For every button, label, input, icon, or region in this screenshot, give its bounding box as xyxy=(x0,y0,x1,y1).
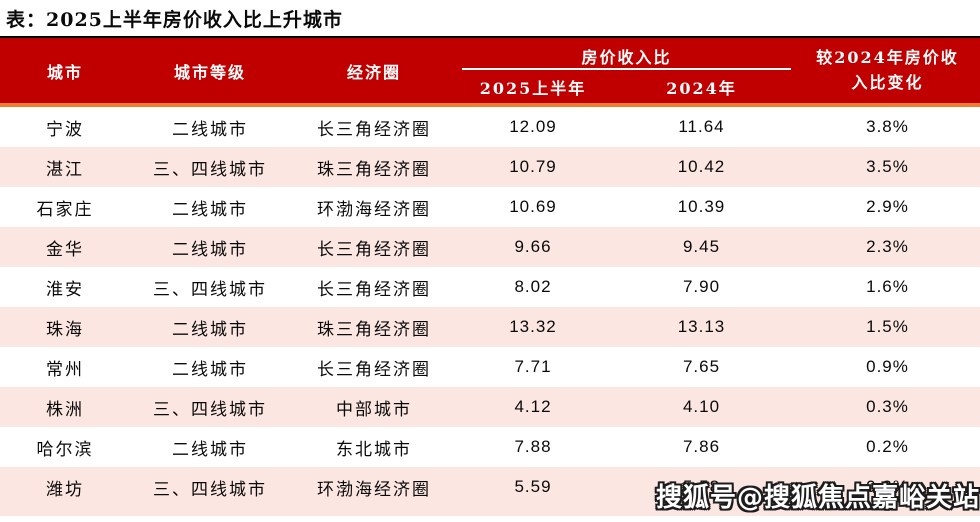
table-body: 宁波 二线城市 长三角经济圈 12.09 11.64 3.8% 湛江 三、四线城… xyxy=(0,107,980,516)
cell-ratio-2025h1: 7.71 xyxy=(514,357,552,376)
cell-city: 潍坊 xyxy=(46,479,84,500)
orange-accent-divider xyxy=(0,103,980,107)
cell-ratio-2024: 7.90 xyxy=(682,277,721,296)
cell-tier: 三、四线城市 xyxy=(153,479,267,500)
cell-ratio-2024: 7.86 xyxy=(682,437,721,456)
cell-ratio-2025h1: 12.09 xyxy=(509,117,557,136)
cell-ratio-2025h1: 7.88 xyxy=(514,437,552,456)
column-header-tier: 城市等级 xyxy=(173,62,246,82)
top-rule-divider xyxy=(0,36,980,38)
cell-city: 珠海 xyxy=(46,319,84,340)
watermark-sohu: 搜狐号@搜狐焦点嘉峪关站 xyxy=(655,483,980,513)
cell-circle: 环渤海经济圈 xyxy=(317,199,431,220)
cell-circle: 珠三角经济圈 xyxy=(317,319,431,340)
cell-change: 0.2% xyxy=(866,437,909,456)
cell-ratio-2024: 4.10 xyxy=(682,397,721,416)
cell-tier: 二线城市 xyxy=(172,359,248,380)
table-header: 城市 城市等级 经济圈 房价收入比 2025上半年 2024年 较2024年房价… xyxy=(0,38,980,103)
table-row: 石家庄 二线城市 环渤海经济圈 10.69 10.39 2.9% xyxy=(0,187,980,227)
cell-tier: 三、四线城市 xyxy=(153,159,267,180)
cell-tier: 二线城市 xyxy=(172,199,248,220)
cell-circle: 中部城市 xyxy=(336,399,412,420)
cell-circle: 长三角经济圈 xyxy=(317,359,431,380)
cell-circle: 长三角经济圈 xyxy=(317,239,431,260)
column-header-2025h1: 2025上半年 xyxy=(479,78,587,98)
cell-city: 淮安 xyxy=(46,279,84,300)
cell-city: 株洲 xyxy=(46,399,84,420)
cell-ratio-2025h1: 8.02 xyxy=(514,277,552,296)
cell-ratio-2025h1: 4.12 xyxy=(514,397,552,416)
cell-tier: 二线城市 xyxy=(172,439,248,460)
table-row: 常州 二线城市 长三角经济圈 7.71 7.65 0.9% xyxy=(0,347,980,387)
cell-ratio-2025h1: 13.32 xyxy=(509,317,557,336)
cell-tier: 二线城市 xyxy=(172,239,248,260)
cell-ratio-2025h1: 10.69 xyxy=(509,197,557,216)
cell-city: 哈尔滨 xyxy=(36,439,94,460)
cell-city: 金华 xyxy=(46,239,84,260)
cell-ratio-2024: 5.58 xyxy=(682,477,721,496)
cell-ratio-2024: 7.65 xyxy=(682,357,721,376)
cell-circle: 长三角经济圈 xyxy=(317,279,431,300)
table-row: 金华 二线城市 长三角经济圈 9.66 9.45 2.3% xyxy=(0,227,980,267)
cell-change: 2.9% xyxy=(866,197,909,216)
cell-circle: 环渤海经济圈 xyxy=(317,479,431,500)
cell-change: 2.3% xyxy=(866,237,909,256)
cell-city: 常州 xyxy=(46,359,84,380)
cell-ratio-2024: 10.42 xyxy=(677,157,726,176)
cell-tier: 二线城市 xyxy=(172,119,248,140)
table-row: 湛江 三、四线城市 珠三角经济圈 10.79 10.42 3.5% xyxy=(0,147,980,187)
column-group-ratio: 房价收入比 xyxy=(462,38,791,70)
table-row: 哈尔滨 二线城市 东北城市 7.88 7.86 0.2% xyxy=(0,427,980,467)
cell-city: 湛江 xyxy=(46,159,84,180)
cell-ratio-2024: 9.45 xyxy=(682,237,721,256)
cell-circle: 长三角经济圈 xyxy=(317,119,431,140)
column-header-circle: 经济圈 xyxy=(346,62,401,82)
table-row: 宁波 二线城市 长三角经济圈 12.09 11.64 3.8% xyxy=(0,107,980,147)
cell-city: 宁波 xyxy=(46,119,84,140)
cell-circle: 珠三角经济圈 xyxy=(317,159,431,180)
cell-change: 0.2% xyxy=(866,477,909,496)
cell-ratio-2025h1: 5.59 xyxy=(514,477,552,496)
cell-change: 1.5% xyxy=(866,317,909,336)
column-header-city: 城市 xyxy=(46,62,83,82)
table-row: 潍坊 三、四线城市 环渤海经济圈 5.59 5.58 0.2% xyxy=(0,467,980,507)
cell-tier: 三、四线城市 xyxy=(153,399,267,420)
table-row: 珠海 二线城市 珠三角经济圈 13.32 13.13 1.5% xyxy=(0,307,980,347)
cell-change: 1.6% xyxy=(866,277,909,296)
row-filler xyxy=(0,507,980,516)
cell-change: 0.9% xyxy=(866,357,909,376)
column-header-change: 较2024年房价收入比变化 xyxy=(816,47,959,92)
column-header-2024: 2024年 xyxy=(666,78,737,98)
table-row: 淮安 三、四线城市 长三角经济圈 8.02 7.90 1.6% xyxy=(0,267,980,307)
cell-tier: 二线城市 xyxy=(172,319,248,340)
cell-ratio-2025h1: 10.79 xyxy=(509,157,557,176)
cell-ratio-2024: 13.13 xyxy=(677,317,726,336)
cell-circle: 东北城市 xyxy=(336,439,412,460)
cell-change: 3.5% xyxy=(866,157,909,176)
page-title: 表：2025上半年房价收入比上升城市 xyxy=(6,8,343,31)
table-row: 株洲 三、四线城市 中部城市 4.12 4.10 0.3% xyxy=(0,387,980,427)
cell-tier: 三、四线城市 xyxy=(153,279,267,300)
cell-change: 3.8% xyxy=(866,117,909,136)
cell-ratio-2024: 10.39 xyxy=(677,197,726,216)
cell-city: 石家庄 xyxy=(36,199,94,220)
cell-change: 0.3% xyxy=(866,397,909,416)
cell-ratio-2025h1: 9.66 xyxy=(514,237,552,256)
cell-ratio-2024: 11.64 xyxy=(678,117,725,136)
